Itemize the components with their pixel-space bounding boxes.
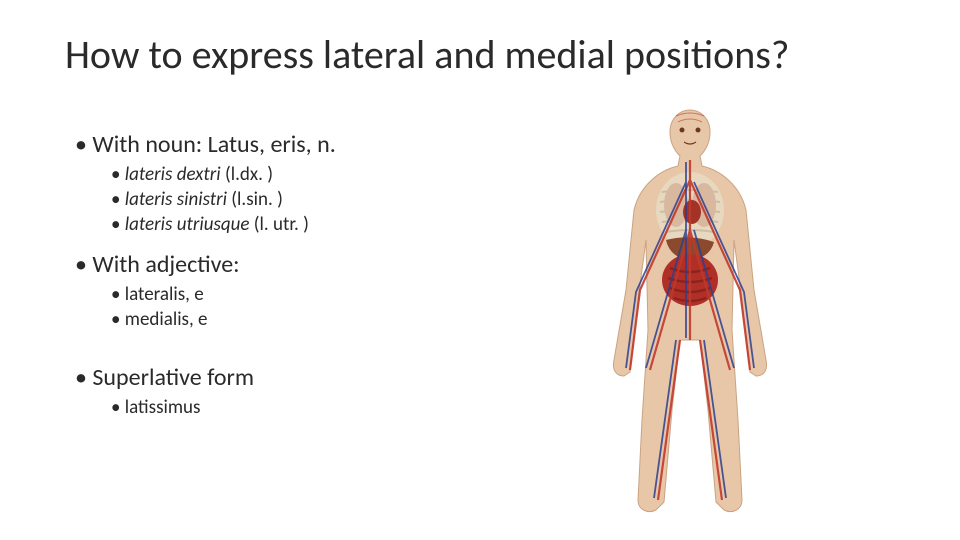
sub-item: lateris utriusque (l. utr. ) xyxy=(111,213,555,236)
slide: How to express lateral and medial positi… xyxy=(0,0,960,540)
sub-list-adjective: lateralis, e medialis, e xyxy=(75,283,555,331)
anatomy-svg xyxy=(530,100,850,520)
sub-list-superlative: latissimus xyxy=(75,396,555,419)
sub-item: lateralis, e xyxy=(111,283,555,306)
content-area: With noun: Latus, eris, n. lateris dextr… xyxy=(75,130,555,433)
sub-item: lateris sinistri (l.sin. ) xyxy=(111,188,555,211)
sub-item-plain: latissimus xyxy=(125,396,201,419)
sub-item-italic: lateris dextri xyxy=(125,163,221,186)
sub-item: medialis, e xyxy=(111,308,555,331)
bullet-list: With noun: Latus, eris, n. lateris dextr… xyxy=(75,130,555,419)
sub-item-plain: (l.dx. ) xyxy=(221,163,273,186)
section-heading-superlative: Superlative form latissimus xyxy=(75,363,555,419)
sub-item: latissimus xyxy=(111,396,555,419)
sub-item-italic: lateris sinistri xyxy=(125,188,227,211)
section-heading-adjective: With adjective: lateralis, e medialis, e xyxy=(75,250,555,331)
heading-text: Superlative form xyxy=(92,363,254,392)
heading-text: With adjective: xyxy=(92,250,239,279)
slide-title: How to express lateral and medial positi… xyxy=(65,30,789,79)
sub-item-italic: lateris utriusque xyxy=(125,213,250,236)
heading-text: With noun: Latus, eris, n. xyxy=(92,130,335,159)
sub-item-plain: (l.sin. ) xyxy=(227,188,283,211)
spacer xyxy=(75,345,555,363)
anatomy-figure xyxy=(530,100,850,520)
sub-item: lateris dextri (l.dx. ) xyxy=(111,163,555,186)
sub-list-noun: lateris dextri (l.dx. ) lateris sinistri… xyxy=(75,163,555,236)
sub-item-plain: lateralis, e xyxy=(125,283,204,306)
section-heading-noun: With noun: Latus, eris, n. lateris dextr… xyxy=(75,130,555,236)
sub-item-plain: medialis, e xyxy=(125,308,208,331)
sub-item-plain: (l. utr. ) xyxy=(249,213,308,236)
